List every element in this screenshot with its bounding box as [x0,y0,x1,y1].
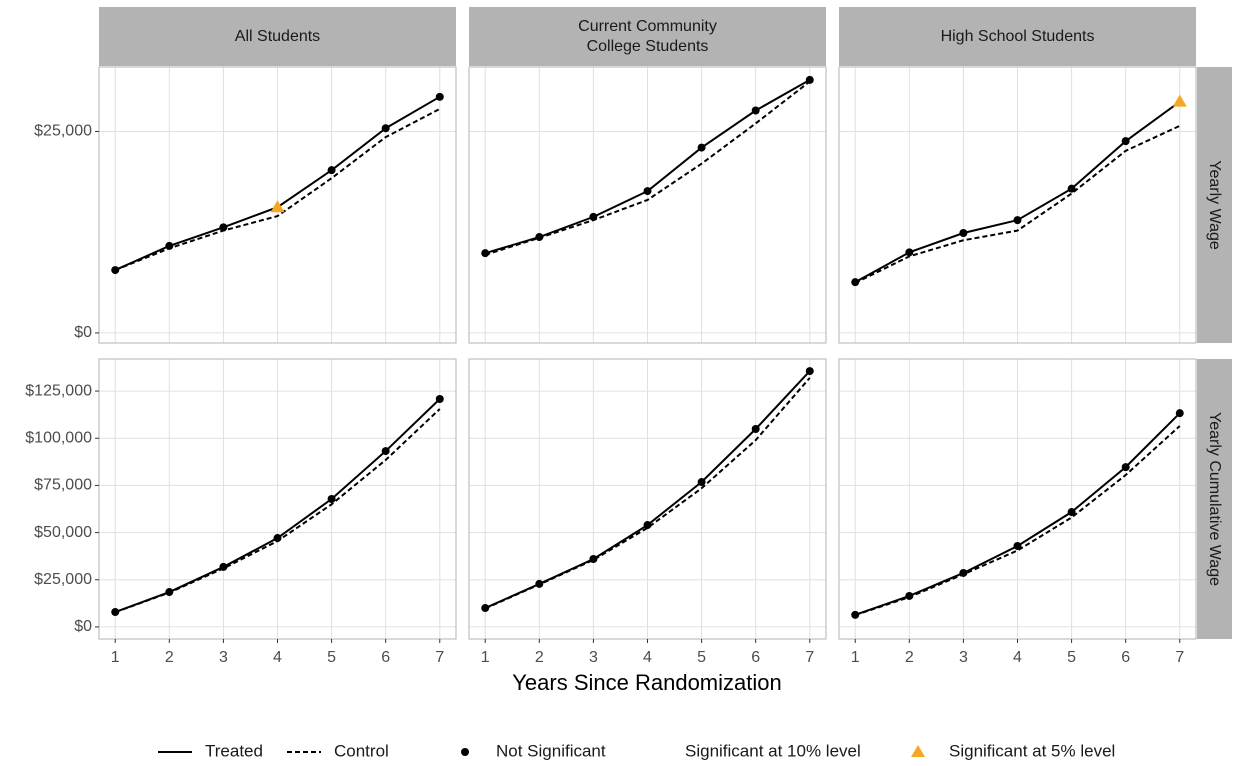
point [1067,508,1076,517]
x-tick-label: 3 [219,649,228,666]
point [219,562,228,571]
x-tick-label: 3 [959,649,968,666]
point [111,266,120,275]
legend-marker [461,748,469,756]
x-tick-label: 5 [327,649,336,666]
point [535,233,544,242]
y-tick-label: $50,000 [34,524,92,541]
panel-border [838,66,1197,344]
point [905,591,914,600]
x-tick-label: 2 [905,649,914,666]
y-tick-label: $25,000 [34,571,92,588]
x-tick-label: 4 [643,649,652,666]
point [751,106,760,115]
point [697,143,706,152]
x-tick-label: 6 [751,649,760,666]
point [1121,463,1130,472]
strip [469,7,826,66]
legend-marker [911,745,925,757]
x-tick-label: 2 [535,649,544,666]
point [589,555,598,563]
point [1175,409,1184,418]
x-tick-label: 7 [435,649,444,666]
point [435,395,444,403]
point [959,229,968,238]
point [381,447,390,456]
point [381,124,390,133]
legend-label: Treated [205,741,263,760]
point [643,187,652,196]
x-tick-label: 3 [589,649,598,666]
x-tick-label: 1 [481,649,490,666]
y-tick-label: $0 [74,618,92,635]
point [435,92,444,101]
point [851,278,860,287]
point [1013,216,1022,225]
point [805,367,814,376]
point [751,425,760,433]
x-tick-label: 1 [111,649,120,666]
point [1067,184,1076,193]
strip-label: Yearly Cumulative Wage [1206,412,1223,586]
x-axis-title: Years Since Randomization [512,670,781,695]
point [851,610,860,619]
x-tick-label: 7 [1175,649,1184,666]
point [959,568,968,577]
y-tick-label: $25,000 [34,123,92,140]
point [589,212,598,221]
point [481,604,490,613]
strip [99,7,456,66]
legend-label: Control [334,741,389,760]
point [1121,137,1130,146]
strip-label: High School Students [941,28,1095,45]
y-tick-label: $0 [74,324,92,341]
point [270,200,285,213]
panel-border [98,66,457,344]
panel-border [468,66,827,344]
point [643,521,652,530]
y-tick-label: $75,000 [34,477,92,494]
legend-label: Significant at 5% level [949,741,1115,760]
point [219,223,228,232]
point [481,249,490,258]
point [327,495,336,503]
strip-label: All Students [235,28,320,45]
strip [839,7,1196,66]
point [1013,541,1022,550]
strip-label: Yearly Wage [1206,160,1223,250]
point [535,579,544,588]
point [165,241,174,250]
line [854,124,1181,284]
legend-label: Significant at 10% level [685,741,861,760]
legend-label: Not Significant [496,741,606,760]
point [1172,94,1187,107]
x-tick-label: 4 [273,649,282,666]
x-tick-label: 6 [381,649,390,666]
x-tick-label: 5 [1067,649,1076,666]
x-tick-label: 7 [805,649,814,666]
strip [1197,67,1232,343]
point [273,534,282,543]
point [327,166,336,175]
x-tick-label: 2 [165,649,174,666]
y-tick-label: $125,000 [25,382,92,399]
point [805,75,814,84]
point [697,478,706,487]
point [165,588,174,597]
x-tick-label: 1 [851,649,860,666]
strip [1197,359,1232,639]
x-tick-label: 4 [1013,649,1022,666]
point [905,248,914,257]
x-tick-label: 6 [1121,649,1130,666]
y-tick-label: $100,000 [25,429,92,446]
x-tick-label: 5 [697,649,706,666]
strip-label: Current Community College Students [578,18,717,55]
point [111,608,120,617]
